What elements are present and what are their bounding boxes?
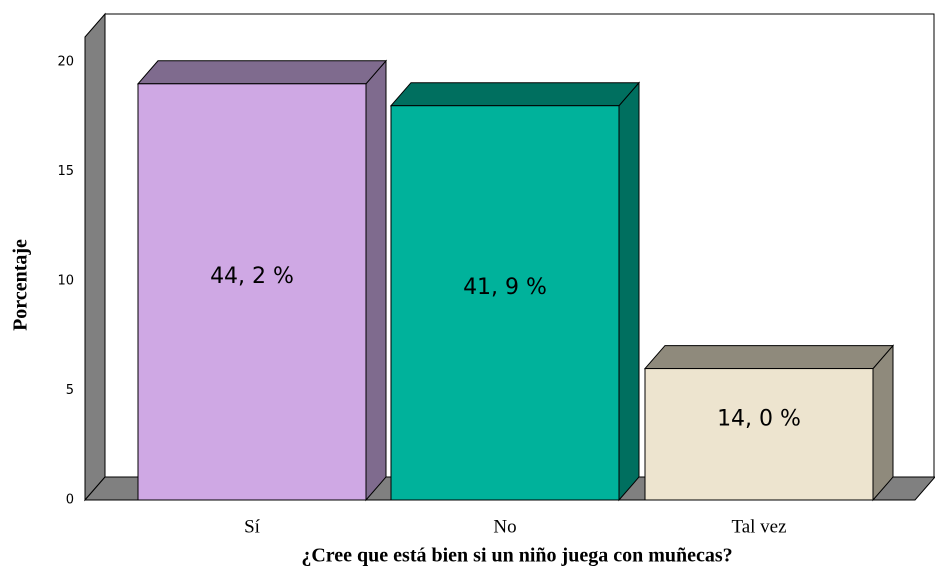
x-tick-label: No bbox=[493, 516, 516, 537]
x-tick-label: Sí bbox=[244, 516, 261, 537]
y-tick-label: 10 bbox=[57, 273, 74, 288]
x-tick-label: Tal vez bbox=[731, 516, 786, 537]
bar-top bbox=[643, 345, 895, 370]
bar-annotation: 41, 9 % bbox=[463, 275, 547, 300]
y-tick-label: 20 bbox=[57, 54, 74, 69]
bar-front bbox=[137, 83, 367, 501]
y-tick-label: 5 bbox=[66, 383, 74, 398]
bar-front bbox=[390, 105, 620, 501]
bar-top bbox=[136, 60, 388, 85]
bar-annotation: 44, 2 % bbox=[210, 264, 294, 289]
bar-side bbox=[365, 59, 387, 502]
x-axis-title: ¿Cree que está bien si un niño juega con… bbox=[301, 545, 732, 567]
left-wall bbox=[84, 12, 106, 502]
y-tick-label: 15 bbox=[57, 164, 74, 179]
bar-top bbox=[389, 82, 641, 107]
bar bbox=[643, 344, 895, 502]
bar-front bbox=[644, 368, 874, 501]
y-tick-label: 0 bbox=[66, 493, 74, 508]
bar-side bbox=[618, 81, 640, 502]
bar bbox=[389, 81, 641, 502]
bar-side bbox=[872, 344, 894, 502]
bar bbox=[136, 59, 388, 502]
bar-annotation: 14, 0 % bbox=[717, 406, 801, 431]
y-axis-title: Porcentaje bbox=[10, 239, 32, 331]
